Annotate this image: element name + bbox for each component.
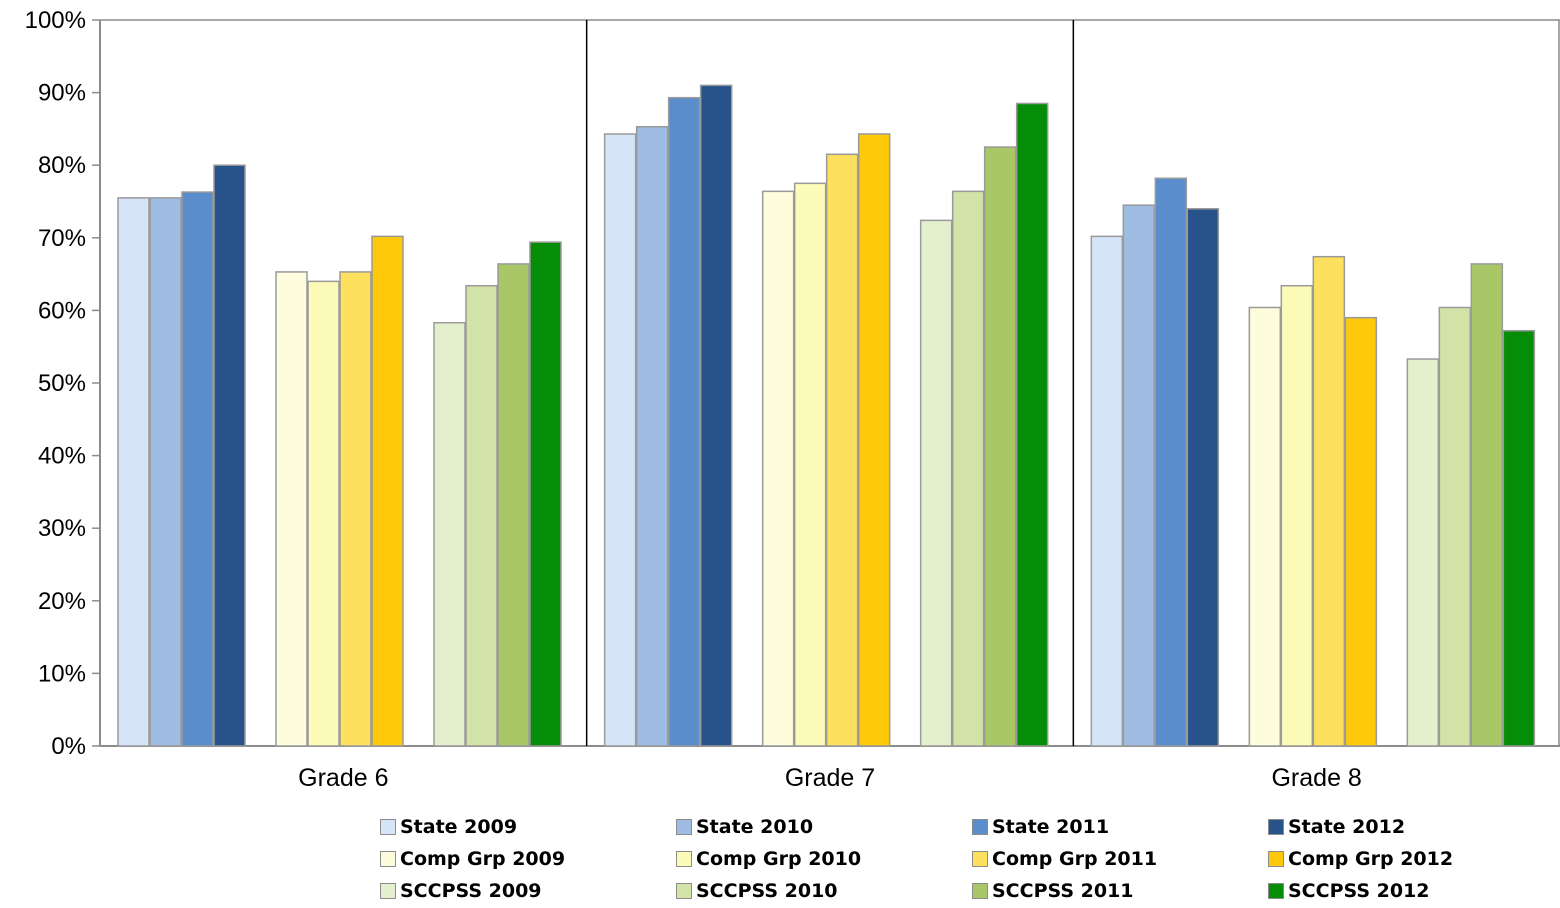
legend-swatch — [972, 851, 988, 867]
x-category-label: Grade 7 — [785, 764, 875, 792]
bar-sccpss-2009-grade-7 — [919, 219, 953, 747]
y-tick-label: 80% — [38, 152, 86, 179]
y-tick-label: 100% — [25, 7, 86, 34]
legend-label: SCCPSS 2011 — [992, 880, 1134, 902]
bar-sccpss-2011-grade-7 — [983, 146, 1017, 747]
bar-sccpss-2009-grade-6 — [433, 321, 466, 747]
y-tick-label: 0% — [51, 733, 86, 760]
y-tick-label: 60% — [38, 297, 86, 324]
legend-item: SCCPSS 2009 — [380, 878, 542, 904]
bar-state-2012-grade-6 — [213, 164, 246, 747]
y-tick-label: 20% — [38, 588, 86, 615]
legend-item: Comp Grp 2011 — [972, 846, 1157, 872]
legend-swatch — [676, 851, 692, 867]
bar-state-2009-grade-8 — [1090, 235, 1124, 747]
legend-label: State 2010 — [696, 816, 814, 838]
bar-sccpss-2012-grade-6 — [529, 241, 562, 747]
legend-item: SCCPSS 2012 — [1268, 878, 1430, 904]
legend-label: SCCPSS 2012 — [1288, 880, 1430, 902]
legend-swatch — [1268, 819, 1284, 835]
bar-state-2009-grade-7 — [603, 133, 637, 747]
legend-swatch — [972, 883, 988, 899]
bar-sccpss-2012-grade-7 — [1015, 102, 1049, 747]
legend-item: State 2009 — [380, 814, 517, 840]
bar-comp-grp-2010-grade-6 — [307, 280, 340, 747]
legend-swatch — [380, 819, 396, 835]
legend-swatch — [676, 819, 692, 835]
y-tick-label: 40% — [38, 443, 86, 470]
bar-sccpss-2010-grade-8 — [1438, 306, 1472, 747]
bar-comp-grp-2009-grade-6 — [275, 271, 308, 747]
legend-label: SCCPSS 2010 — [696, 880, 838, 902]
chart-legend: State 2009 State 2010 State 2011 State 2012… — [380, 814, 1560, 908]
legend-swatch — [380, 851, 396, 867]
bar-state-2011-grade-8 — [1154, 177, 1188, 747]
legend-label: Comp Grp 2010 — [696, 848, 862, 870]
y-tick-label: 90% — [38, 80, 86, 107]
bar-sccpss-2011-grade-6 — [497, 263, 530, 747]
legend-label: Comp Grp 2011 — [992, 848, 1158, 870]
legend-item: State 2011 — [972, 814, 1109, 840]
legend-label: Comp Grp 2012 — [1288, 848, 1454, 870]
legend-item: SCCPSS 2011 — [972, 878, 1134, 904]
legend-swatch — [676, 883, 692, 899]
y-tick-label: 30% — [38, 515, 86, 542]
legend-label: State 2012 — [1288, 816, 1406, 838]
bar-comp-grp-2010-grade-8 — [1280, 284, 1314, 747]
bar-comp-grp-2012-grade-7 — [857, 133, 891, 747]
legend-label: State 2011 — [992, 816, 1110, 838]
bar-state-2012-grade-8 — [1186, 208, 1220, 747]
legend-label: SCCPSS 2009 — [400, 880, 542, 902]
bar-comp-grp-2010-grade-7 — [793, 182, 827, 747]
legend-swatch — [1268, 851, 1284, 867]
bar-state-2012-grade-7 — [699, 84, 733, 747]
y-tick-label: 10% — [38, 660, 86, 687]
y-tick-label: 50% — [38, 370, 86, 397]
bar-sccpss-2011-grade-8 — [1470, 263, 1504, 747]
bar-state-2010-grade-8 — [1122, 204, 1156, 747]
bar-sccpss-2010-grade-7 — [951, 190, 985, 747]
bar-sccpss-2010-grade-6 — [465, 284, 498, 747]
bar-comp-grp-2009-grade-7 — [761, 190, 795, 747]
bar-comp-grp-2011-grade-8 — [1312, 255, 1346, 747]
legend-label: Comp Grp 2009 — [400, 848, 566, 870]
bar-comp-grp-2011-grade-7 — [825, 153, 859, 747]
legend-item: State 2012 — [1268, 814, 1405, 840]
bar-sccpss-2009-grade-8 — [1406, 358, 1440, 747]
bar-state-2011-grade-6 — [181, 191, 214, 747]
bar-comp-grp-2009-grade-8 — [1248, 306, 1282, 747]
bar-state-2009-grade-6 — [117, 197, 150, 747]
bar-sccpss-2012-grade-8 — [1502, 329, 1536, 747]
bar-comp-grp-2012-grade-8 — [1344, 316, 1378, 747]
x-category-label: Grade 6 — [298, 764, 388, 792]
bar-state-2011-grade-7 — [667, 96, 701, 747]
legend-swatch — [1268, 883, 1284, 899]
legend-item: State 2010 — [676, 814, 813, 840]
bar-state-2010-grade-7 — [635, 125, 669, 747]
legend-item: SCCPSS 2010 — [676, 878, 838, 904]
x-category-label: Grade 8 — [1271, 764, 1361, 792]
bar-comp-grp-2012-grade-6 — [371, 235, 404, 747]
legend-item: Comp Grp 2010 — [676, 846, 861, 872]
y-tick-label: 70% — [38, 225, 86, 252]
legend-swatch — [380, 883, 396, 899]
bar-comp-grp-2011-grade-6 — [339, 271, 372, 747]
legend-label: State 2009 — [400, 816, 518, 838]
legend-swatch — [972, 819, 988, 835]
legend-item: Comp Grp 2009 — [380, 846, 565, 872]
bar-state-2010-grade-6 — [149, 197, 182, 747]
legend-item: Comp Grp 2012 — [1268, 846, 1453, 872]
